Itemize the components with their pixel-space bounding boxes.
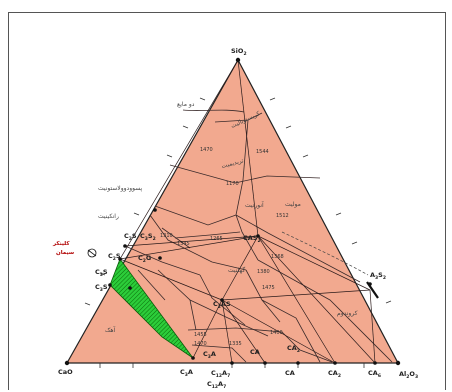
compound-points <box>64 57 401 366</box>
label-c3a-inner: C3A <box>203 350 216 360</box>
temp-label: 1265 <box>210 236 223 242</box>
label-a3s2: A3S2 <box>370 271 386 281</box>
temp-label: 1470 <box>194 341 207 347</box>
label-c3s-b: C3S <box>95 283 108 293</box>
label-c3s2: C3S2 <box>140 232 156 242</box>
label-two-liquid: دو مایع <box>177 101 195 108</box>
label-anorthite: آنورتیت <box>245 200 264 209</box>
label-mullite: مولیت <box>285 201 301 208</box>
label-c3a: C3A <box>180 368 193 378</box>
temp-label: 1170 <box>226 181 239 187</box>
label-ca2-inner: CA2 <box>287 344 300 354</box>
clinker-callout-marker <box>87 248 97 258</box>
temperature-labels: 1470 1544 1170 1512 1310 1265 1345 1368 … <box>160 147 289 347</box>
clinker-callout-line1: کلینکر <box>52 240 70 247</box>
temp-label: 1475 <box>262 285 275 291</box>
dashed-boundary <box>281 231 369 276</box>
clinker-callout-arrow <box>87 249 97 257</box>
label-gehlenite: گهلنیت <box>228 266 245 274</box>
label-pseudowollastonite: پسوودوولاستونیت <box>98 185 143 192</box>
label-rankinite: رانکینیت <box>98 213 119 220</box>
vertex-sio2: SiO2 <box>231 47 247 57</box>
tie-lines <box>119 59 376 364</box>
triangle-body <box>65 58 399 364</box>
temp-label: 1345 <box>177 241 190 247</box>
label-ca6: CA6 <box>368 369 381 379</box>
edge-ticks <box>84 97 392 368</box>
temp-label: 1380 <box>257 269 270 275</box>
label-c2g: C2G <box>138 254 151 264</box>
label-ca-inner: CA <box>250 348 260 356</box>
temp-label: 1544 <box>256 149 269 155</box>
temp-label: 1335 <box>229 341 242 347</box>
temp-label: 1400 <box>270 330 283 336</box>
temp-label: 1455 <box>194 332 207 338</box>
label-c3s-a: C3S <box>95 268 108 278</box>
label-c2s-top: C2S <box>124 232 137 242</box>
label-c12a7: C12A7 <box>211 369 230 379</box>
label-ca2: CA2 <box>328 369 341 379</box>
temp-label: 1368 <box>271 254 284 260</box>
temp-label: 1512 <box>276 213 289 219</box>
label-cas2: CAS2 <box>243 234 261 244</box>
temp-label: 1310 <box>160 233 173 239</box>
clinker-callout-line2: سیمان <box>56 250 74 256</box>
boundary-lines <box>124 109 393 363</box>
temp-label: 1470 <box>200 147 213 153</box>
label-c12a7-b: C12A7 <box>207 380 226 390</box>
label-ca: CA <box>285 369 295 377</box>
label-corundum: کروندوم <box>337 310 358 317</box>
vertex-al2o3: Al2O3 <box>399 370 418 380</box>
label-lime: آهک <box>105 325 116 334</box>
clinker-hatch <box>109 258 194 359</box>
vertex-cao: CaO <box>58 368 73 376</box>
label-c2as: C2AS <box>213 300 231 310</box>
diagram-frame <box>8 12 446 390</box>
label-c2s: C2S <box>108 252 121 262</box>
